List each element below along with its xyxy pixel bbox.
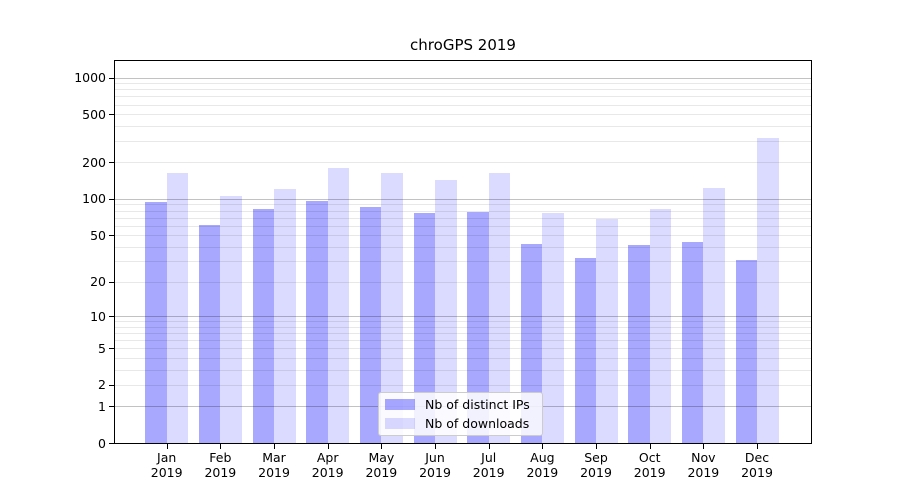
bar-downloads-feb [220,195,242,443]
gridline-minor-800 [115,89,811,91]
x-tick-label-jan: Jan 2019 [150,450,183,480]
x-tick-mark-jan [167,444,168,449]
gridline-minor-700 [115,96,811,98]
bar-downloads-sep [596,219,618,443]
plot-area [114,60,812,444]
y-tick-mark-1000 [109,78,114,79]
y-tick-mark-1 [109,406,114,407]
x-tick-label-sep: Sep 2019 [580,450,612,480]
y-tick-label-100: 100 [82,191,106,207]
bar-downloads-jun [435,179,457,443]
bar-distinct-ips-jun [413,212,436,443]
x-tick-label-jun: Jun 2019 [419,450,451,480]
legend-label-distinct-ips: Nb of distinct IPs [425,397,530,412]
bar-distinct-ips-apr [306,201,328,443]
bar-distinct-ips-may [359,207,382,443]
gridline-minor-200 [115,162,811,164]
x-tick-label-aug: Aug 2019 [526,450,559,480]
legend-label-downloads: Nb of downloads [425,416,530,431]
gridline-major-1000 [115,77,811,79]
gridline-minor-300 [115,141,811,143]
x-tick-mark-mar [274,444,275,449]
x-tick-mark-jun [435,444,436,449]
y-tick-mark-0 [109,443,114,444]
gridline-minor-600 [115,104,811,106]
gridline-minor-900 [115,83,811,85]
y-tick-label-50: 50 [90,227,106,243]
y-tick-label-500: 500 [82,106,106,122]
y-tick-label-2: 2 [98,377,106,393]
x-tick-label-may: May 2019 [365,450,398,480]
x-tick-mark-nov [703,444,704,449]
x-tick-mark-aug [542,444,543,449]
y-tick-mark-10 [109,316,114,317]
y-tick-mark-200 [109,162,114,163]
bar-downloads-oct [649,209,672,443]
y-tick-label-10: 10 [90,308,106,324]
x-tick-mark-feb [220,444,221,449]
y-tick-label-1000: 1000 [74,70,106,86]
y-tick-label-200: 200 [82,154,106,170]
bar-downloads-dec [757,137,779,443]
y-tick-mark-50 [109,235,114,236]
y-tick-label-0: 0 [98,435,106,451]
y-tick-mark-500 [109,114,114,115]
bar-downloads-nov [703,188,725,443]
legend-swatch-distinct-ips [385,399,415,410]
gridline-minor-500 [115,114,811,116]
bar-downloads-may [381,172,403,443]
legend-row-distinct-ips: Nb of distinct IPs [385,396,534,414]
bar-distinct-ips-dec [735,259,758,443]
bar-distinct-ips-jan [145,202,167,443]
bar-downloads-jul [488,173,511,443]
bar-downloads-apr [327,168,350,443]
legend: Nb of distinct IPs Nb of downloads [378,392,543,436]
y-tick-label-20: 20 [90,274,106,290]
x-tick-label-mar: Mar 2019 [258,450,290,480]
bar-distinct-ips-feb [198,224,221,443]
bar-distinct-ips-nov [681,241,704,443]
chart-title: chroGPS 2019 [410,36,516,54]
bar-downloads-jan [166,173,189,443]
x-tick-label-feb: Feb 2019 [204,450,237,480]
y-tick-label-1: 1 [98,398,106,414]
bar-distinct-ips-sep [574,258,597,443]
x-tick-mark-may [381,444,382,449]
legend-swatch-downloads [385,418,415,429]
x-tick-mark-apr [328,444,329,449]
bar-distinct-ips-oct [628,245,650,443]
bar-downloads-mar [274,188,296,443]
x-tick-mark-oct [650,444,651,449]
y-tick-mark-20 [109,282,114,283]
x-tick-mark-dec [757,444,758,449]
y-tick-mark-100 [109,199,114,200]
x-tick-label-nov: Nov 2019 [687,450,720,480]
legend-row-downloads: Nb of downloads [385,415,534,433]
x-tick-mark-sep [596,444,597,449]
y-tick-label-5: 5 [98,340,106,356]
bar-downloads-aug [542,213,564,443]
x-tick-label-jul: Jul 2019 [472,450,505,480]
x-tick-label-dec: Dec 2019 [741,450,773,480]
y-tick-mark-2 [109,385,114,386]
x-tick-label-oct: Oct 2019 [633,450,666,480]
bar-distinct-ips-jul [467,211,489,443]
x-tick-label-apr: Apr 2019 [311,450,344,480]
x-tick-mark-jul [489,444,490,449]
gridline-minor-400 [115,125,811,127]
bar-distinct-ips-mar [252,208,275,443]
y-tick-mark-5 [109,348,114,349]
